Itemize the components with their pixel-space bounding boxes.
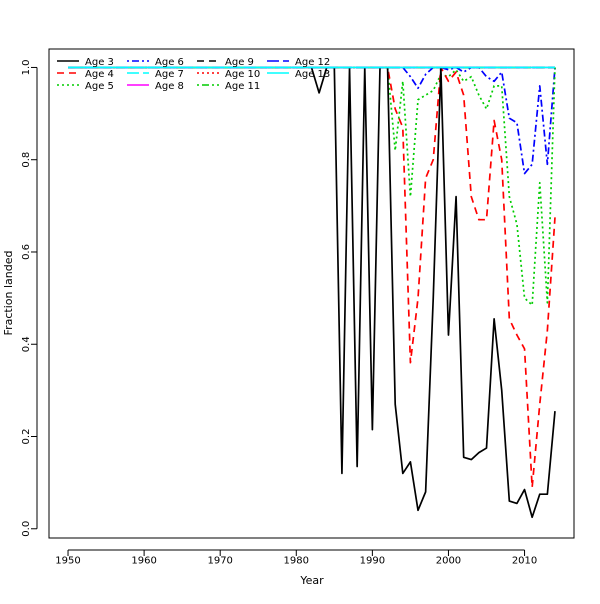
- legend-label: Age 6: [155, 57, 184, 68]
- y-tick-label: 0.2: [21, 429, 32, 445]
- x-tick-label: 2010: [512, 555, 537, 566]
- x-tick-label: 1970: [207, 555, 232, 566]
- x-tick-label: 1980: [284, 555, 309, 566]
- y-tick-label: 0.8: [21, 152, 32, 168]
- y-tick-label: 0.4: [21, 336, 32, 352]
- y-tick-label: 0.0: [21, 521, 32, 537]
- series-line-age-3: [68, 66, 556, 519]
- x-tick-label: 1950: [55, 555, 80, 566]
- legend-label: Age 10: [225, 69, 260, 80]
- legend-label: Age 11: [225, 81, 260, 92]
- y-axis: 0.0 0.2 0.4 0.6 0.8 1.0: [21, 59, 38, 537]
- x-axis-label: Year: [299, 574, 324, 587]
- x-tick-label: 2000: [436, 555, 461, 566]
- x-tick-label: 1960: [131, 555, 156, 566]
- legend-label: Age 12: [295, 57, 330, 68]
- x-tick-label: 1990: [360, 555, 385, 566]
- series-layer: [68, 66, 556, 519]
- series-line-age-4: [68, 66, 556, 489]
- legend-label: Age 13: [295, 69, 330, 80]
- y-tick-label: 0.6: [21, 244, 32, 260]
- legend-label: Age 3: [85, 57, 114, 68]
- legend-label: Age 4: [85, 69, 114, 80]
- legend-label: Age 8: [155, 81, 184, 92]
- y-tick-label: 1.0: [21, 59, 32, 75]
- legend-label: Age 7: [155, 69, 184, 80]
- x-axis: 1950 1960 1970 1980 1990 2000 2010: [55, 549, 537, 566]
- plot-frame: [48, 48, 575, 539]
- legend-label: Age 5: [85, 81, 114, 92]
- legend-label: Age 9: [225, 57, 254, 68]
- y-axis-label: Fraction landed: [2, 251, 15, 336]
- series-line-age-5: [68, 66, 556, 306]
